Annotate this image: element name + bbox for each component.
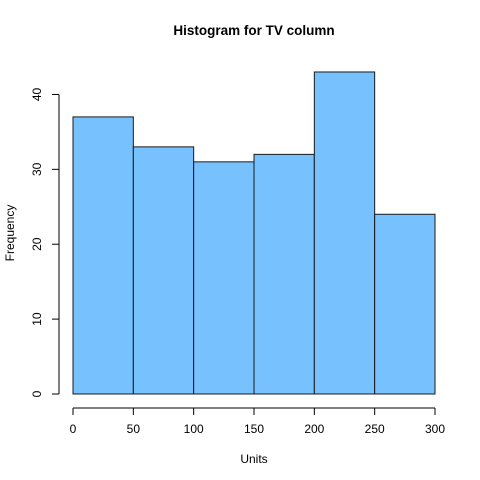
histogram-bar-6 [374, 213, 436, 395]
x-tick-label-300: 300 [425, 422, 445, 436]
histogram-bar-2 [132, 146, 195, 395]
chart-title: Histogram for TV column [173, 23, 334, 38]
y-axis: 0 10 20 30 40 [30, 87, 60, 397]
histogram-bar-4 [253, 153, 315, 395]
y-tick-label-20: 20 [30, 237, 44, 251]
x-tick-label-0: 0 [70, 422, 77, 436]
histogram-bar-1 [72, 116, 134, 395]
bars-group [72, 71, 436, 395]
y-tick-label-30: 30 [30, 162, 44, 176]
y-tick-label-0: 0 [30, 390, 44, 397]
y-axis-title: Frequency [3, 205, 17, 262]
y-tick-label-40: 40 [30, 87, 44, 101]
histogram-bar-5 [313, 71, 376, 395]
x-axis-title: Units [240, 452, 267, 466]
x-tick-label-250: 250 [365, 422, 385, 436]
x-tick-label-200: 200 [304, 422, 324, 436]
x-tick-label-50: 50 [127, 422, 141, 436]
x-tick-label-100: 100 [184, 422, 204, 436]
y-tick-label-10: 10 [30, 312, 44, 326]
x-tick-label-150: 150 [244, 422, 264, 436]
histogram-bar-3 [193, 161, 255, 395]
x-axis: 0 50 100 150 200 250 300 [70, 407, 445, 436]
